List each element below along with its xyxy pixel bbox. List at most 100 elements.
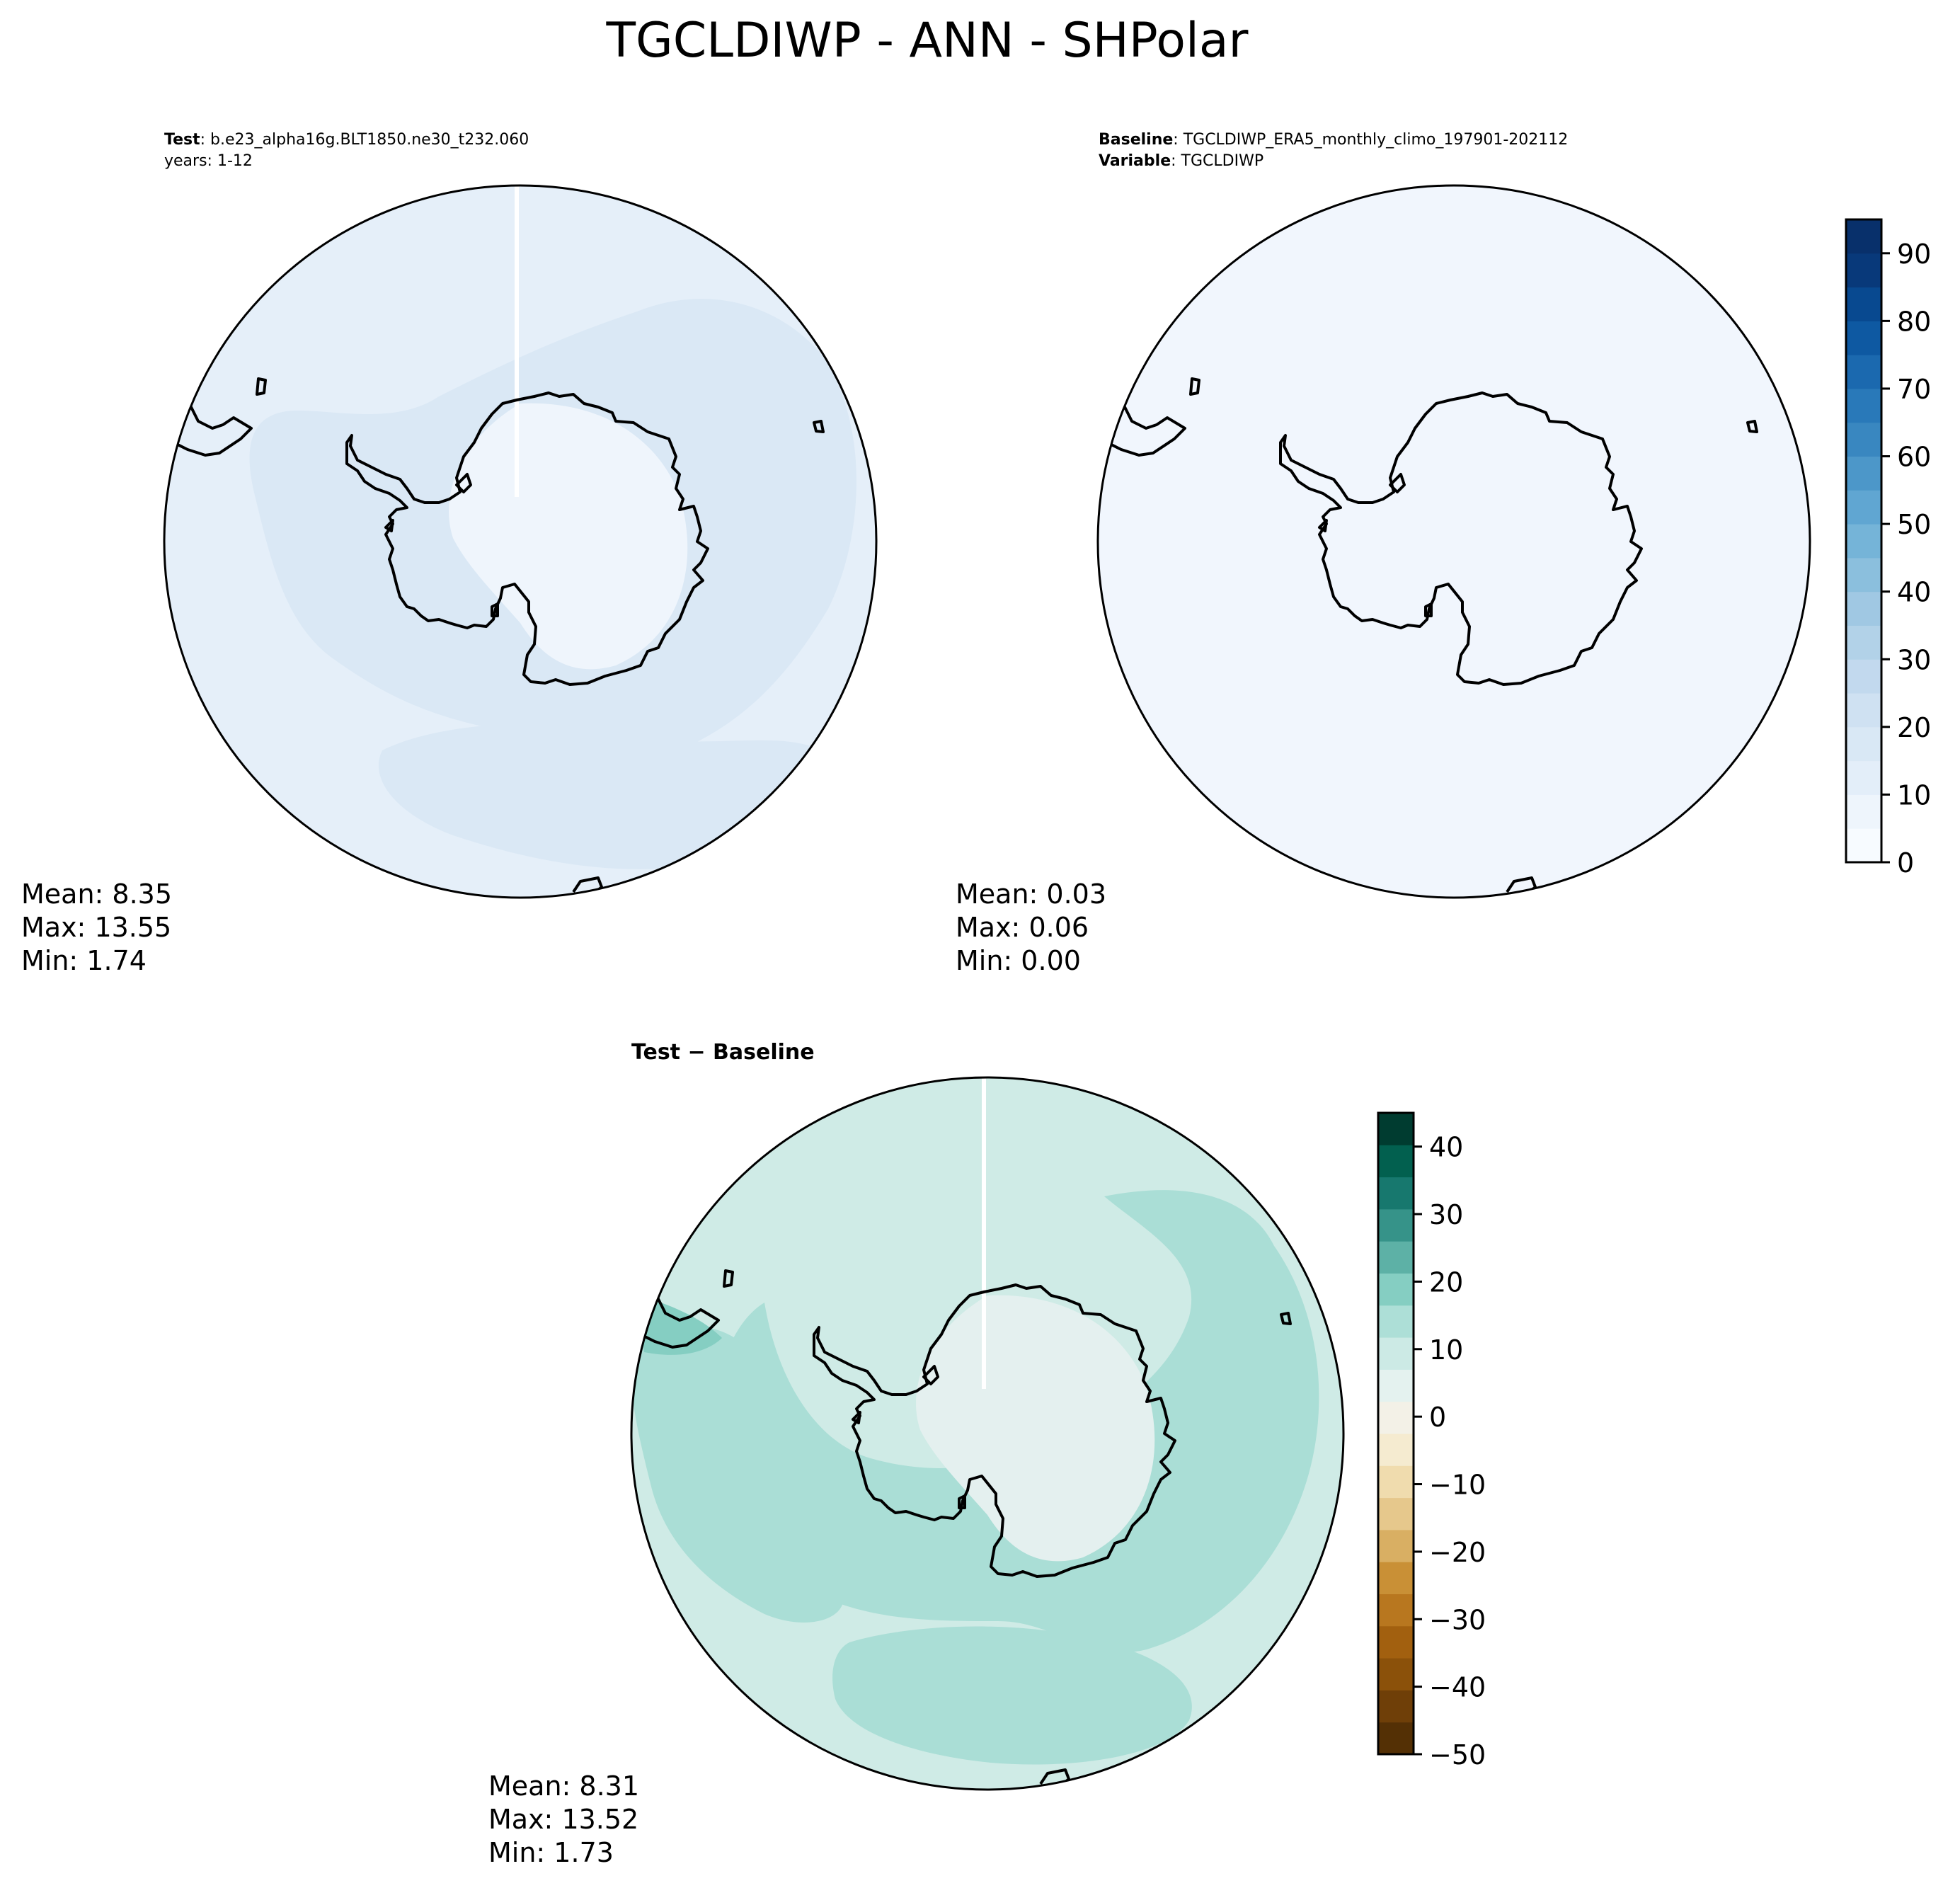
diff-colorbar-segment <box>1378 1145 1414 1178</box>
diff-colorbar-segment <box>1378 1177 1414 1210</box>
diff-colorbar-tick-label: 30 <box>1429 1199 1463 1230</box>
diff-colorbar-segment <box>1378 1497 1414 1531</box>
baseline-variable: Variable: TGCLDIWP <box>1099 152 1263 170</box>
diff-map-band <box>713 1190 1319 1653</box>
main-colorbar-segment <box>1846 253 1881 288</box>
test-map-band <box>378 723 826 869</box>
diff-colorbar-segment <box>1378 1369 1414 1402</box>
main-colorbar-tick-label: 20 <box>1897 712 1931 743</box>
main-colorbar-segment <box>1846 422 1881 457</box>
baseline-mean: Mean: 0.03 <box>956 879 1106 910</box>
main-colorbar-segment <box>1846 760 1881 795</box>
test-map-interior <box>449 403 688 670</box>
baseline-map <box>1098 185 1810 898</box>
main-colorbar-segment <box>1846 693 1881 728</box>
test-max: Max: 13.55 <box>21 912 171 943</box>
diff-colorbar-tick-label: 40 <box>1429 1132 1463 1163</box>
baseline-map-frame <box>1096 184 1811 899</box>
diff-colorbar-segment <box>1378 1690 1414 1723</box>
baseline-panel: Baseline: TGCLDIWP_ERA5_monthly_climo_19… <box>956 131 1931 976</box>
test-map-seam <box>515 185 519 497</box>
diff-colorbar-tick-label: −20 <box>1429 1537 1486 1568</box>
diff-colorbar-segment <box>1378 1208 1414 1242</box>
main-colorbar-frame <box>1845 218 1883 864</box>
diff-title: Test − Baseline <box>631 1040 815 1065</box>
diff-colorbar-segment <box>1378 1113 1414 1145</box>
diff-map-interior <box>916 1295 1155 1562</box>
main-colorbar-tick-label: 0 <box>1897 847 1914 879</box>
diff-colorbar: 40 30 20 10 0 −10 −20 −30 −40 −50 <box>1377 1111 1486 1770</box>
diff-colorbar-tick-label: −30 <box>1429 1604 1486 1635</box>
main-colorbar-tick-label: 90 <box>1897 239 1931 270</box>
baseline-max: Max: 0.06 <box>956 912 1089 943</box>
baseline-min: Min: 0.00 <box>956 945 1081 976</box>
test-panel: Test: b.e23_alpha16g.BLT1850.ne30_t232.0… <box>21 131 878 976</box>
baseline-variable-value: : TGCLDIWP <box>1171 152 1263 170</box>
diff-colorbar-segment <box>1378 1594 1414 1627</box>
main-colorbar-segment <box>1846 557 1881 593</box>
baseline-variable-label: Variable <box>1099 152 1171 170</box>
diff-map-band <box>832 1626 1192 1765</box>
diff-map-band <box>637 1295 722 1355</box>
diff-colorbar-segment <box>1378 1241 1414 1274</box>
main-colorbar-segment <box>1846 828 1881 863</box>
test-min: Min: 1.74 <box>21 945 147 976</box>
main-colorbar-segment <box>1846 321 1881 355</box>
test-header-value: : b.e23_alpha16g.BLT1850.ne30_t232.060 <box>200 131 529 149</box>
main-colorbar-segment <box>1846 659 1881 694</box>
baseline-header-label: Baseline <box>1099 131 1173 149</box>
diff-min: Min: 1.73 <box>488 1837 614 1868</box>
main-colorbar-segment <box>1846 287 1881 321</box>
main-colorbar-segment <box>1846 591 1881 626</box>
diff-colorbar-segment <box>1378 1401 1414 1434</box>
main-colorbar-segment <box>1846 388 1881 423</box>
main-colorbar-tick-label: 10 <box>1897 779 1931 811</box>
main-colorbar-segment <box>1846 219 1881 254</box>
baseline-header: Baseline: TGCLDIWP_ERA5_monthly_climo_19… <box>1099 131 1568 149</box>
test-header: Test: b.e23_alpha16g.BLT1850.ne30_t232.0… <box>164 131 529 149</box>
diff-colorbar-segment <box>1378 1722 1414 1755</box>
main-colorbar-tick-label: 80 <box>1897 306 1931 337</box>
main-colorbar-tick-label: 40 <box>1897 577 1931 608</box>
diff-mean: Mean: 8.31 <box>488 1770 639 1802</box>
diff-colorbar-segment <box>1378 1273 1414 1306</box>
main-colorbar-segment <box>1846 794 1881 829</box>
test-map-frame <box>163 184 878 899</box>
main-colorbar-tick-label: 30 <box>1897 644 1931 675</box>
diff-colorbar-tick-label: 10 <box>1429 1334 1463 1366</box>
diff-colorbar-tick-label: 0 <box>1429 1402 1446 1433</box>
main-colorbar-segment <box>1846 726 1881 762</box>
diff-colorbar-segment <box>1378 1658 1414 1690</box>
diff-map <box>631 1077 1343 1790</box>
diff-colorbar-segment <box>1378 1625 1414 1659</box>
diff-map-seam <box>982 1077 986 1389</box>
diff-colorbar-segment <box>1378 1337 1414 1370</box>
diff-colorbar-segment <box>1378 1434 1414 1466</box>
main-colorbar-segment <box>1846 625 1881 660</box>
diff-colorbar-frame <box>1377 1111 1415 1756</box>
main-colorbar-segment <box>1846 355 1881 389</box>
main-colorbar-segment <box>1846 524 1881 559</box>
diff-colorbar-segment <box>1378 1305 1414 1338</box>
diff-colorbar-segment <box>1378 1562 1414 1594</box>
main-colorbar-tick-label: 60 <box>1897 442 1931 473</box>
diff-max: Max: 13.52 <box>488 1804 638 1835</box>
test-header-label: Test <box>164 131 200 149</box>
main-colorbar-tick-label: 50 <box>1897 509 1931 540</box>
diff-colorbar-tick-label: 20 <box>1429 1266 1463 1298</box>
diff-colorbar-segment <box>1378 1529 1414 1562</box>
main-colorbar: 0 10 20 30 40 50 60 70 80 90 <box>1845 218 1931 879</box>
main-colorbar-segment <box>1846 456 1881 491</box>
diff-colorbar-segment <box>1378 1465 1414 1499</box>
test-map <box>164 185 876 898</box>
main-colorbar-segment <box>1846 490 1881 525</box>
baseline-header-value: : TGCLDIWP_ERA5_monthly_climo_197901-202… <box>1173 131 1568 149</box>
diff-map-frame <box>630 1076 1345 1791</box>
diff-colorbar-tick-label: −50 <box>1429 1739 1486 1770</box>
diff-map-band <box>631 1325 844 1623</box>
diff-colorbar-tick-label: −10 <box>1429 1470 1486 1501</box>
test-years: years: 1-12 <box>164 152 253 170</box>
diff-panel: Test − Baseline Mean: 8.31 Max: 13.52 Mi… <box>488 1040 1486 1868</box>
main-colorbar-tick-label: 70 <box>1897 374 1931 405</box>
